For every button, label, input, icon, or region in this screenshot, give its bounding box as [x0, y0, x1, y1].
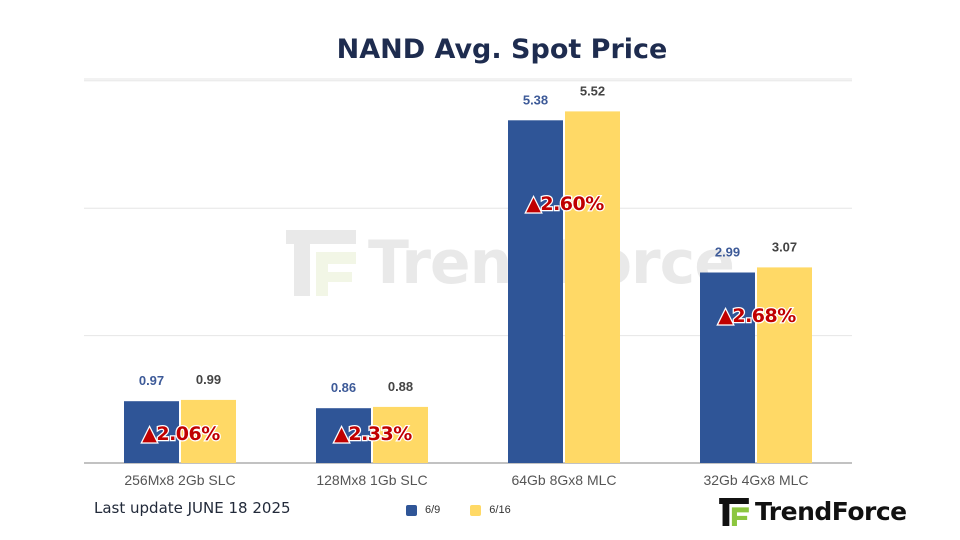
change-label-1: ▲2.33%: [334, 423, 412, 445]
change-label-3: ▲2.68%: [718, 305, 796, 327]
value-label-6-16-0: 0.99: [196, 372, 221, 387]
bar-6-9-1: [316, 408, 371, 463]
brand-name: TrendForce: [755, 497, 907, 526]
bar-6-16-3: [757, 267, 812, 463]
category-label-0: 256Mx8 2Gb SLC: [124, 472, 235, 488]
chart-title: NAND Avg. Spot Price: [336, 34, 668, 65]
value-label-6-16-3: 3.07: [772, 239, 797, 254]
brand-logo: TrendForce: [719, 497, 907, 526]
bar-6-9-2: [508, 120, 563, 464]
bar-6-16-2: [565, 111, 620, 464]
category-label-2: 64Gb 8Gx8 MLC: [511, 472, 616, 488]
value-label-6-9-3: 2.99: [715, 245, 740, 260]
category-label-1: 128Mx8 1Gb SLC: [316, 472, 427, 488]
value-label-6-16-2: 5.52: [580, 83, 605, 98]
bar-6-16-1: [373, 406, 428, 463]
value-label-6-9-1: 0.86: [331, 380, 356, 395]
legend-label-6-9: 6/9: [425, 504, 441, 516]
legend-swatch-6-9: [406, 504, 417, 516]
bar-6-16-0: [181, 399, 236, 463]
bar-6-9-0: [124, 401, 179, 463]
bars: [124, 111, 812, 464]
legend-label-6-16: 6/16: [489, 504, 511, 516]
legend: 6/9 6/16: [406, 504, 541, 516]
bar-6-9-3: [700, 272, 755, 463]
trendforce-watermark-icon: [286, 230, 356, 296]
labels: 0.97 0.99 256Mx8 2Gb SLC ▲2.06% 0.86 0.88 128M…: [124, 83, 808, 488]
value-label-6-16-1: 0.88: [388, 379, 413, 394]
trendforce-logo-icon: [719, 497, 749, 526]
value-label-6-9-0: 0.97: [139, 373, 164, 388]
value-label-6-9-2: 5.38: [523, 92, 548, 107]
change-label-2: ▲2.60%: [526, 193, 604, 215]
category-label-3: 32Gb 4Gx8 MLC: [703, 472, 808, 488]
last-update-note: Last update JUNE 18 2025: [94, 499, 291, 517]
change-label-0: ▲2.06%: [142, 423, 220, 445]
legend-item-6-16: 6/16: [470, 504, 511, 516]
legend-item-6-9: 6/9: [406, 504, 440, 516]
legend-swatch-6-16: [470, 504, 482, 516]
